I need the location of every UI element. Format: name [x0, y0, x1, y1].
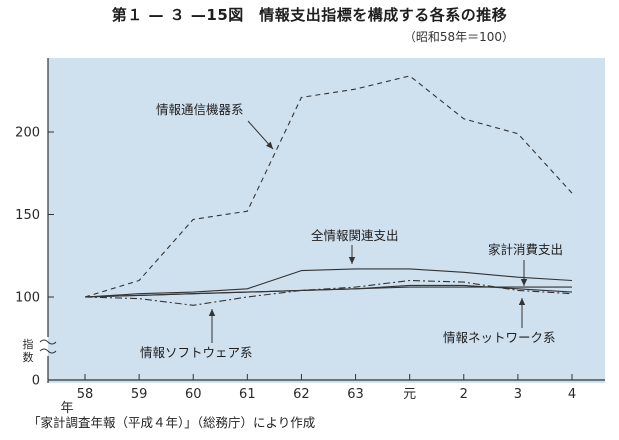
- series-line: [84, 279, 573, 306]
- plot-area: [48, 58, 605, 383]
- y-unit-label: 指: [23, 337, 34, 351]
- y-tick-label: 200: [15, 126, 40, 141]
- x-tick-label: 2: [460, 387, 468, 402]
- x-tick-label: 61: [239, 387, 256, 402]
- x-tick-label: 58: [77, 387, 94, 402]
- arrowhead-icon: [348, 257, 356, 264]
- series-layer: [84, 75, 573, 306]
- arrowhead-icon: [208, 309, 216, 316]
- axis-break-icon: [39, 339, 57, 354]
- y-tick-label: 150: [15, 208, 40, 223]
- series-label: 情報通信機器系: [156, 102, 244, 117]
- y-unit-label: 数: [23, 351, 34, 364]
- y-tick-label: 100: [15, 291, 40, 306]
- x-tick-label: 3: [514, 387, 522, 402]
- series-line: [84, 268, 573, 298]
- series-label: 家計消費支出: [488, 242, 563, 257]
- x-tick-label: 60: [185, 387, 202, 402]
- series-label: 情報ソフトウェア系: [140, 345, 253, 360]
- series-line: [84, 284, 573, 298]
- series-line: [84, 75, 573, 298]
- x-tick-label: 62: [293, 387, 310, 402]
- series-label: 全情報関連支出: [311, 228, 399, 243]
- figure-source: 「家計調査年報（平成４年）」（総務庁）により作成: [28, 415, 316, 430]
- arrowhead-icon: [520, 279, 528, 286]
- series-label: 情報ネットワーク系: [443, 330, 556, 345]
- x-tick-label: 63: [347, 387, 364, 402]
- arrowhead-icon: [518, 298, 526, 305]
- arrowhead-icon: [266, 141, 273, 149]
- x-tick-label: 59: [131, 387, 148, 402]
- y-tick-label: 0: [32, 374, 40, 389]
- x-unit-label: 年: [60, 401, 73, 416]
- x-tick-label: 4: [568, 387, 576, 402]
- figure-title: 第１ — ３ —15図 情報支出指標を構成する各系の推移: [111, 6, 508, 24]
- figure-subtitle: （昭和58年＝100）: [403, 30, 514, 44]
- axes: 0 100 150 200 指数 58 59 60 61 62 63 元 2 3 4 年: [15, 58, 605, 416]
- x-tick-label: 元: [403, 387, 416, 402]
